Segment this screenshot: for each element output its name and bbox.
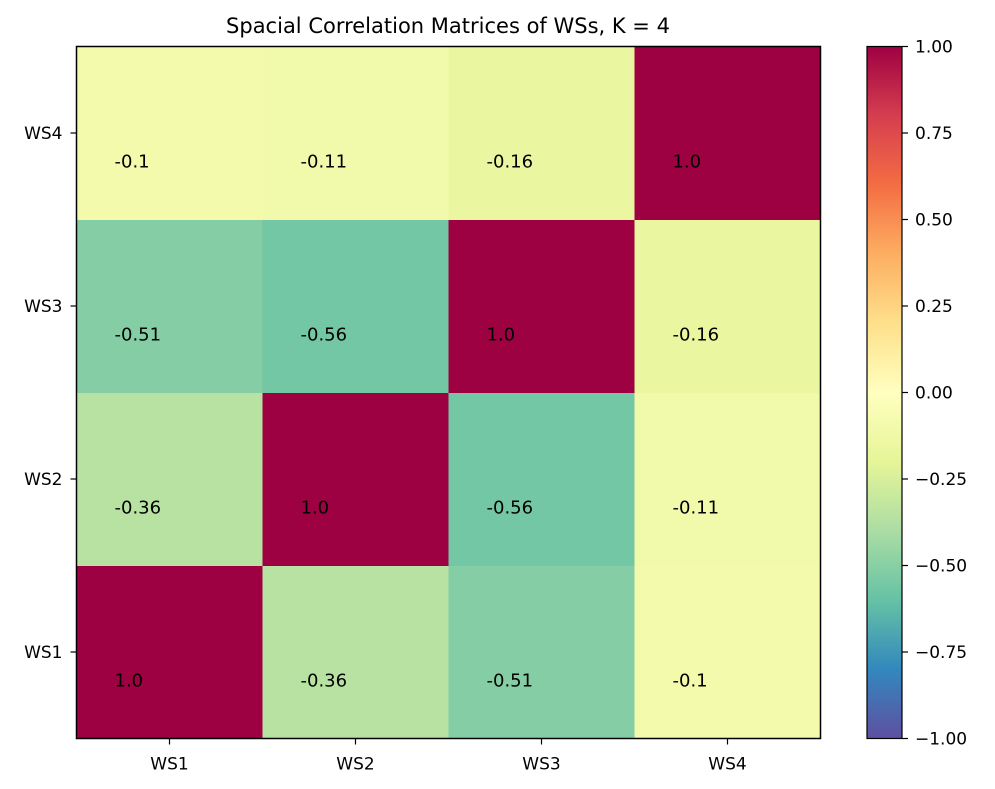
cell-value-label: -0.11: [673, 498, 720, 519]
cell-value-label: -0.36: [301, 671, 348, 692]
x-axis: WS1 WS2 WS3 WS4: [150, 738, 747, 775]
heatmap-cell: [76, 392, 263, 566]
colorbar-tick-label: −0.75: [915, 643, 967, 663]
heatmap-cell: [262, 46, 449, 220]
colorbar-tick-label: 1.00: [915, 38, 953, 58]
colorbar-tick-label: −1.00: [915, 730, 967, 750]
heatmap-cell: [634, 46, 821, 220]
colorbar: [866, 45, 903, 740]
cell-value-label: 1.0: [115, 671, 144, 692]
heatmap-cell: [634, 392, 821, 566]
colorbar-tick-label: 0.25: [915, 297, 953, 317]
cell-value-label: -0.1: [673, 671, 708, 692]
heatmap-cell: [448, 392, 635, 566]
heatmap-cell: [634, 565, 821, 739]
x-tick-label: WS1: [150, 755, 188, 775]
heatmap-cell: [634, 219, 821, 393]
cell-value-label: -0.1: [115, 152, 150, 173]
colorbar-tick-label: −0.25: [915, 470, 967, 490]
heatmap-cell: [448, 565, 635, 739]
heatmap-cell: [76, 565, 263, 739]
heatmap-cell: [76, 46, 263, 220]
plot-frame: [75, 45, 822, 740]
cell-value-label: 1.0: [487, 325, 516, 346]
heatmap-cell-labels: 1.0 -0.36 -0.51 -0.1 -0.36 1.0 -0.56 -0.11 -0.51…: [115, 152, 720, 692]
colorbar-tick-label: 0.00: [915, 384, 953, 404]
colorbar-tick-label: 0.75: [915, 124, 953, 144]
heatmap-cells: [76, 46, 821, 739]
y-tick-label: WS1: [24, 643, 62, 663]
x-tick-label: WS4: [708, 755, 746, 775]
cell-value-label: -0.36: [115, 498, 162, 519]
colorbar-axis: 1.00 0.75 0.50 0.25 0.00 −0.25 −0.50 −0.75 −1.00: [902, 38, 967, 750]
colorbar-tick-label: 0.50: [915, 211, 953, 231]
heatmap-cell: [262, 392, 449, 566]
heatmap-cell: [448, 46, 635, 220]
colorbar-tick-label: −0.50: [915, 557, 967, 577]
x-tick-label: WS2: [336, 755, 374, 775]
heatmap-cell: [76, 219, 263, 393]
heatmap-cell: [448, 219, 635, 393]
cell-value-label: -0.11: [301, 152, 348, 173]
y-axis: WS1 WS2 WS3 WS4: [24, 124, 77, 663]
cell-value-label: -0.51: [115, 325, 162, 346]
cell-value-label: -0.56: [487, 498, 534, 519]
cell-value-label: -0.16: [673, 325, 720, 346]
cell-value-label: 1.0: [301, 498, 330, 519]
y-tick-label: WS3: [24, 297, 62, 317]
heatmap-cell: [262, 565, 449, 739]
cell-value-label: -0.16: [487, 152, 534, 173]
cell-value-label: -0.56: [301, 325, 348, 346]
x-tick-label: WS3: [522, 755, 560, 775]
cell-value-label: -0.51: [487, 671, 534, 692]
heatmap-cell: [262, 219, 449, 393]
cell-value-label: 1.0: [673, 152, 702, 173]
y-tick-label: WS4: [24, 124, 62, 144]
y-tick-label: WS2: [24, 470, 62, 490]
chart-title: Spacial Correlation Matrices of WSs, K =…: [226, 14, 670, 38]
